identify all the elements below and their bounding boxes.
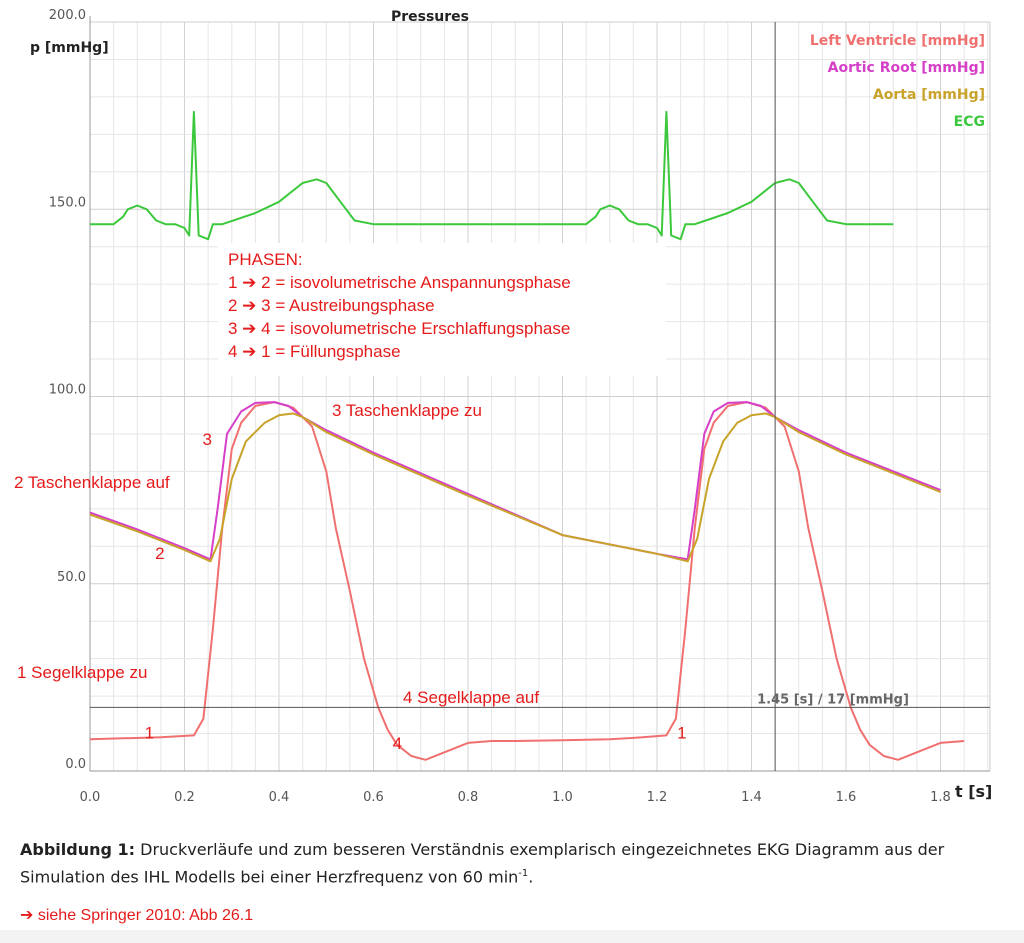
axes bbox=[89, 16, 991, 772]
x-tick-label: 1.4 bbox=[741, 790, 762, 805]
legend: Left Ventricle [mmHg] Aortic Root [mmHg] A… bbox=[810, 33, 985, 130]
series-lines bbox=[89, 110, 965, 761]
x-tick-label: 1.0 bbox=[552, 790, 573, 805]
cursor-readout: 1.45 [s] / 17 [mmHg] bbox=[757, 692, 909, 707]
caption-text: Druckverläufe und zum besseren Verständn… bbox=[20, 840, 945, 887]
caption-superscript: -1 bbox=[518, 868, 529, 879]
legend-entry: Aorta [mmHg] bbox=[873, 87, 985, 103]
point-marker: 3 bbox=[203, 430, 212, 449]
x-tick-label: 0.0 bbox=[80, 790, 101, 805]
phases-title: PHASEN: bbox=[228, 250, 303, 269]
cursor-crosshair: 1.45 [s] / 17 [mmHg] bbox=[90, 22, 990, 771]
grid bbox=[89, 21, 990, 772]
y-tick-label: 100.0 bbox=[49, 383, 86, 398]
caption-end: . bbox=[528, 867, 534, 887]
chart-title: Pressures bbox=[391, 9, 469, 25]
caption-label: Abbildung 1: bbox=[20, 840, 136, 859]
x-tick-label: 0.4 bbox=[269, 790, 290, 805]
x-tick-label: 0.2 bbox=[174, 790, 195, 805]
series-line-ecg bbox=[90, 110, 894, 241]
annotation-label: 3 Taschenklappe zu bbox=[332, 401, 482, 420]
y-axis-label: p [mmHg] bbox=[30, 40, 109, 56]
y-tick-label: 50.0 bbox=[57, 570, 86, 585]
annotation-label: 2 Taschenklappe auf bbox=[14, 473, 170, 492]
y-tick-label: 200.0 bbox=[49, 8, 86, 23]
point-marker: 1 bbox=[677, 724, 686, 743]
figure-caption: Abbildung 1: Druckverläufe und zum besse… bbox=[20, 838, 1010, 889]
x-tick-label: 0.6 bbox=[363, 790, 384, 805]
x-tick-label: 0.8 bbox=[458, 790, 479, 805]
x-tick-label: 1.8 bbox=[930, 790, 951, 805]
y-tick-label: 0.0 bbox=[65, 757, 86, 772]
x-axis-label: t [s] bbox=[955, 782, 992, 801]
pressures-chart: 0.0 0.2 0.4 0.6 0.8 1.0 1.2 1.4 1.6 1.8 0.0 50.0 100… bbox=[14, 8, 992, 805]
x-tick-label: 1.2 bbox=[647, 790, 668, 805]
phase-line: 3 ➔ 4 = isovolumetrische Erschlaffungsph… bbox=[228, 319, 570, 338]
phases-box bbox=[218, 243, 666, 376]
footer-band bbox=[0, 930, 1024, 943]
series-line-aorta-mmhg bbox=[89, 412, 941, 563]
legend-entry: Aortic Root [mmHg] bbox=[828, 60, 985, 76]
series-line-left-ventricle-mmhg bbox=[89, 401, 965, 761]
tick-labels: 0.0 0.2 0.4 0.6 0.8 1.0 1.2 1.4 1.6 1.8 0.0 50.0 100… bbox=[30, 8, 992, 805]
phase-line: 1 ➔ 2 = isovolumetrische Anspannungsphas… bbox=[228, 273, 571, 292]
reference-link[interactable]: ➔ siehe Springer 2010: Abb 26.1 bbox=[20, 907, 254, 924]
annotations: PHASEN: 1 ➔ 2 = isovolumetrische Anspannu… bbox=[14, 243, 687, 753]
x-tick-label: 1.6 bbox=[836, 790, 857, 805]
phase-line: 2 ➔ 3 = Austreibungsphase bbox=[228, 296, 435, 315]
phase-line: 4 ➔ 1 = Füllungsphase bbox=[228, 342, 401, 361]
annotation-label: 4 Segelklappe auf bbox=[403, 688, 539, 707]
point-marker: 2 bbox=[155, 544, 164, 563]
legend-entry: Left Ventricle [mmHg] bbox=[810, 33, 985, 49]
series-line-aortic-root-mmhg bbox=[89, 401, 941, 561]
y-tick-label: 150.0 bbox=[49, 195, 86, 210]
point-marker: 1 bbox=[145, 724, 154, 743]
annotation-label: 1 Segelklappe zu bbox=[17, 663, 147, 682]
legend-entry: ECG bbox=[954, 114, 985, 130]
point-marker: 4 bbox=[393, 734, 402, 753]
